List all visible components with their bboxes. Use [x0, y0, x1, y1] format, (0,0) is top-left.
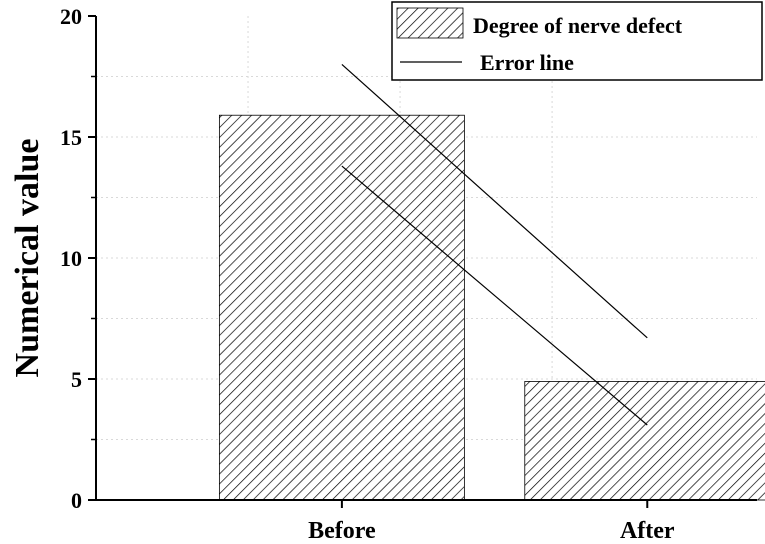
- legend-label-series: Degree of nerve defect: [473, 13, 683, 38]
- x-tick-label: Before: [308, 518, 376, 544]
- y-tick-label: 10: [60, 246, 82, 271]
- axes-layer: 0 5 10 15 20 Before After Numerical value: [9, 4, 757, 544]
- bar-after: [524, 381, 765, 501]
- bars-layer: [218, 114, 765, 501]
- legend-label-error: Error line: [480, 50, 574, 75]
- y-axis-label: Numerical value: [9, 139, 46, 378]
- y-tick-label: 15: [60, 125, 82, 150]
- bar-before: [218, 114, 465, 501]
- error-lines-layer: [341, 63, 648, 426]
- error-line-lower: [341, 165, 648, 426]
- legend-swatch-bar: [396, 7, 464, 39]
- x-tick-label: After: [620, 518, 675, 544]
- legend: Degree of nerve defect Error line: [391, 1, 763, 81]
- y-tick-label: 5: [71, 367, 82, 392]
- y-tick-label: 20: [60, 4, 82, 29]
- error-line-upper: [341, 63, 648, 339]
- y-tick-label: 0: [71, 488, 82, 513]
